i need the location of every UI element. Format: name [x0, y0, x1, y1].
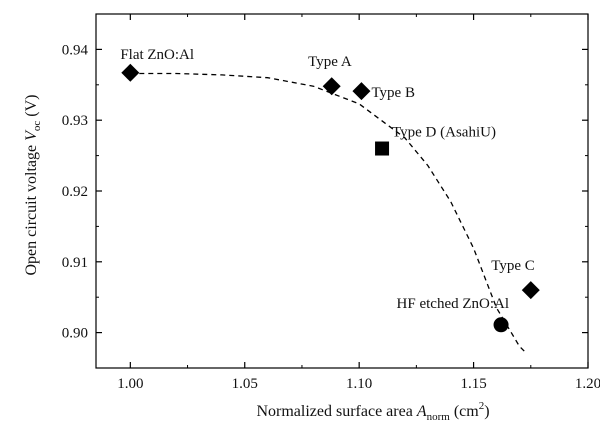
point-label-hf-etched-zno-al: HF etched ZnO:Al: [397, 296, 509, 312]
x-axis-title: Normalized surface area Anorm (cm2): [256, 400, 489, 423]
y-tick-label: 0.90: [62, 326, 88, 342]
y-axis-title: Open circuit voltage Voc (V): [23, 94, 43, 275]
point-type-a: [322, 77, 341, 96]
point-flat-zno-al: [121, 63, 140, 82]
x-tick-label: 1.15: [460, 376, 486, 392]
point-hf-etched-zno-al: [493, 317, 509, 333]
y-tick-label: 0.94: [62, 42, 89, 58]
axes: 1.00 1.05 1.10 1.15 1.20 0.90 0.91 0.92 0.93 0.94: [62, 13, 600, 392]
y-tick-label: 0.93: [62, 113, 88, 129]
fit-curve-dashed: [130, 72, 527, 354]
point-type-c: [521, 281, 540, 300]
point-label-type-b: Type B: [371, 85, 415, 101]
y-tick-label: 0.92: [62, 184, 88, 200]
point-label-type-c: Type C: [491, 258, 535, 274]
point-type-b: [352, 82, 371, 101]
point-type-d-asahiu: [375, 141, 390, 156]
y-tick-label: 0.91: [62, 255, 88, 271]
point-label-type-a: Type A: [308, 54, 352, 70]
fit-curve-layer: [130, 72, 527, 354]
x-tick-label: 1.00: [117, 376, 143, 392]
x-tick-label: 1.05: [232, 376, 258, 392]
data-points: Flat ZnO:Al Type A Type B Type D (AsahiU) Ty…: [120, 47, 540, 333]
point-label-type-d-asahiu: Type D (AsahiU): [392, 125, 496, 141]
x-tick-label: 1.10: [346, 376, 372, 392]
x-tick-label: 1.20: [575, 376, 600, 392]
point-label-flat-zno-al: Flat ZnO:Al: [120, 47, 194, 63]
